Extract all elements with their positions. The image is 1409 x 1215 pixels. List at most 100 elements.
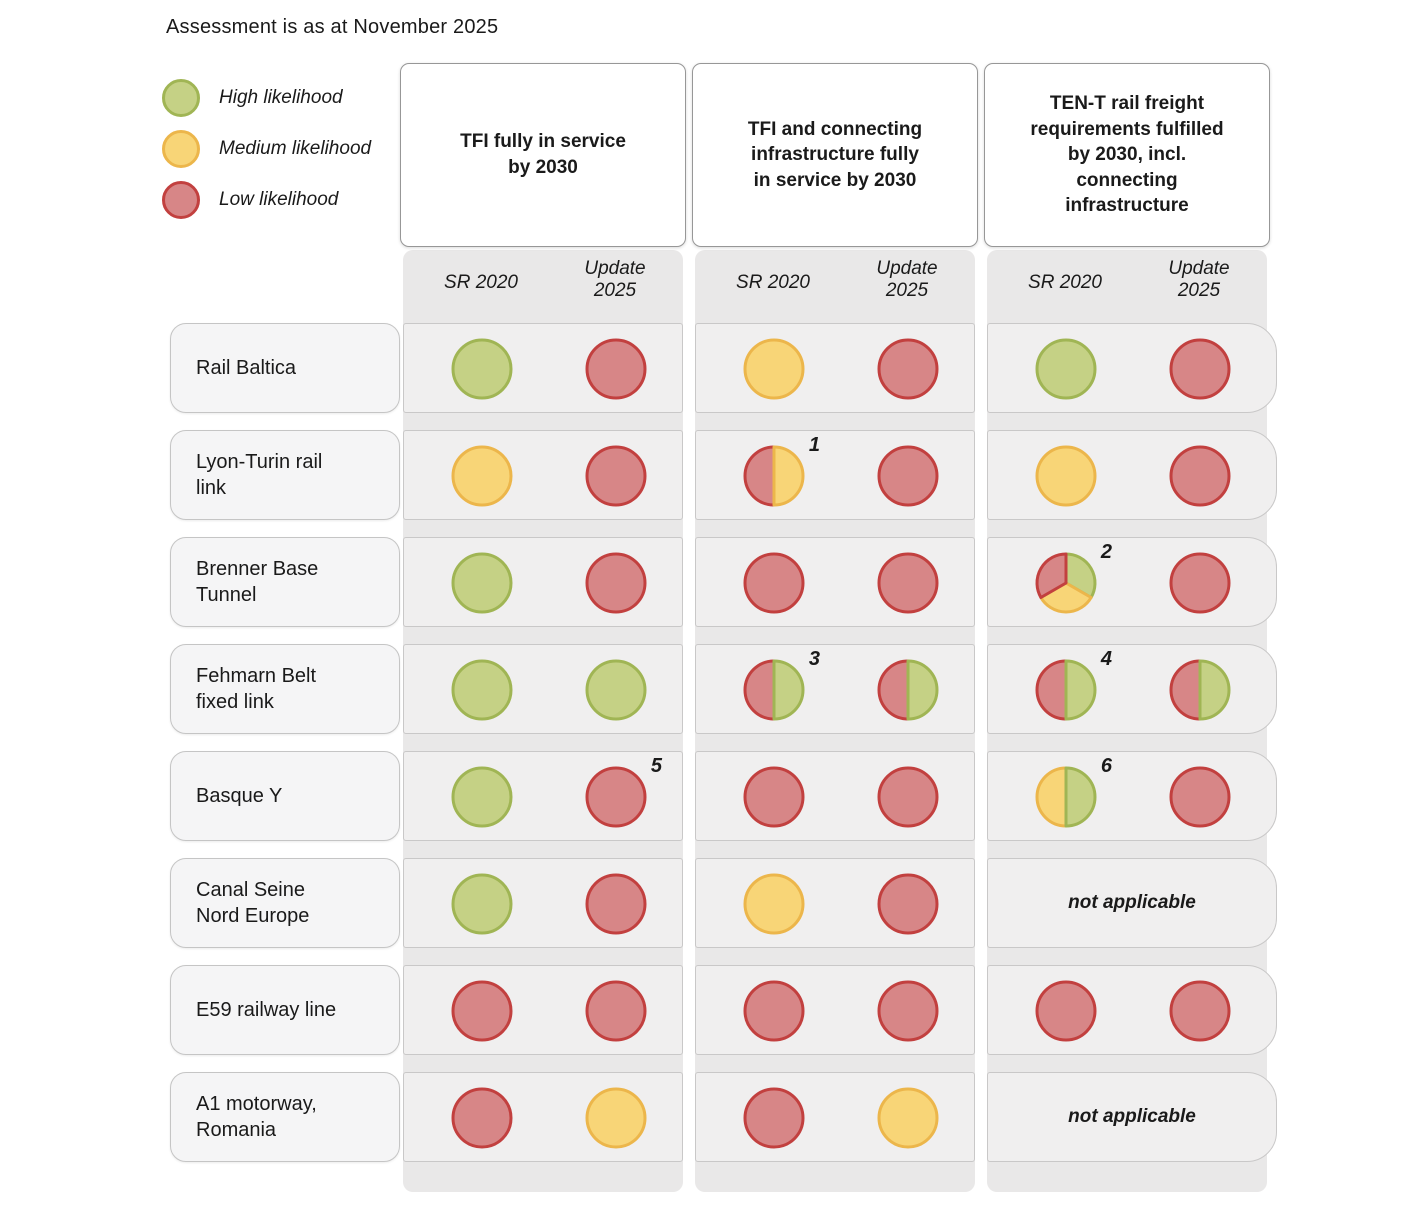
green-likelihood-dot-icon — [162, 79, 200, 117]
rating-circle — [1162, 545, 1238, 621]
rating-circle — [870, 652, 946, 728]
rating-circle — [444, 652, 520, 728]
assessment-cell: 5 — [403, 751, 683, 841]
footnote-number: 4 — [1100, 648, 1112, 670]
rating-circle — [1162, 759, 1238, 835]
subcolumn-header: SR 2020 — [736, 272, 810, 293]
likelihood-full-red-icon — [743, 980, 805, 1042]
project-name: Canal Seine Nord Europe — [196, 879, 310, 927]
assessment-cell: 4 — [987, 644, 1277, 734]
project-label: Rail Baltica — [170, 323, 400, 413]
likelihood-full-red-icon — [877, 980, 939, 1042]
rating-circle — [578, 438, 654, 514]
rating-circle — [736, 973, 812, 1049]
project-label: Basque Y — [170, 751, 400, 841]
project-label: E59 railway line — [170, 965, 400, 1055]
project-name: Brenner Base Tunnel — [196, 558, 319, 606]
likelihood-full-red-icon — [1169, 766, 1231, 828]
likelihood-full-green-icon — [451, 766, 513, 828]
rating-circle — [870, 866, 946, 942]
assessment-cell — [403, 858, 683, 948]
not-applicable-cell: not applicable — [987, 1072, 1277, 1162]
rating-circle — [1162, 331, 1238, 407]
rating-circle — [578, 545, 654, 621]
legend-label: Low likelihood — [219, 189, 339, 210]
likelihood-full-red-icon — [743, 1087, 805, 1149]
assessment-cell: 3 — [695, 644, 975, 734]
footnote-number: 5 — [650, 755, 662, 777]
project-name: Lyon-Turin rail link — [196, 451, 323, 499]
rating-circle — [870, 545, 946, 621]
legend-label: High likelihood — [219, 87, 343, 108]
rating-circle — [444, 438, 520, 514]
rating-circle — [870, 438, 946, 514]
assessment-cell — [987, 965, 1277, 1055]
red-likelihood-dot-icon — [162, 181, 200, 219]
likelihood-full-red-icon — [1169, 980, 1231, 1042]
likelihood-full-red-icon — [585, 980, 647, 1042]
likelihood-full-yellow-icon — [743, 873, 805, 935]
project-name: Rail Baltica — [196, 357, 297, 379]
not-applicable-label: not applicable — [1068, 1106, 1196, 1127]
rating-circle — [1028, 973, 1104, 1049]
column-group-header: TFI fully in service by 2030 — [400, 63, 686, 247]
likelihood-thirds-green-yellow-red-icon — [1035, 552, 1097, 614]
rating-circle — [870, 759, 946, 835]
assessment-cell — [695, 1072, 975, 1162]
likelihood-half-red-green-icon — [1169, 659, 1231, 721]
rating-circle — [578, 973, 654, 1049]
likelihood-full-green-icon — [451, 552, 513, 614]
rating-circle — [578, 331, 654, 407]
project-label: Fehmarn Belt fixed link — [170, 644, 400, 734]
assessment-cell: 2 — [987, 537, 1277, 627]
rating-circle: 1 — [736, 434, 820, 514]
rating-circle — [736, 545, 812, 621]
rating-circle — [736, 759, 812, 835]
footnote-number: 3 — [808, 648, 820, 670]
rating-circle — [736, 331, 812, 407]
likelihood-half-red-green-icon — [743, 659, 805, 721]
likelihood-full-green-icon — [451, 338, 513, 400]
subcolumn-header: Update 2025 — [584, 258, 646, 301]
legend: High likelihood Medium likelihood Low like… — [162, 79, 371, 232]
rating-circle — [444, 866, 520, 942]
column-group-title: TFI fully in service by 2030 — [460, 131, 626, 178]
likelihood-full-green-icon — [1035, 338, 1097, 400]
assessment-cell — [403, 644, 683, 734]
likelihood-full-red-icon — [585, 552, 647, 614]
likelihood-full-red-icon — [877, 552, 939, 614]
likelihood-full-yellow-icon — [1035, 445, 1097, 507]
subcolumn-header: SR 2020 — [1028, 272, 1102, 293]
not-applicable-label: not applicable — [1068, 892, 1196, 913]
project-label: Lyon-Turin rail link — [170, 430, 400, 520]
likelihood-half-red-green-icon — [1035, 659, 1097, 721]
footnote-number: 2 — [1100, 541, 1112, 563]
project-label: Canal Seine Nord Europe — [170, 858, 400, 948]
rating-circle: 2 — [1028, 541, 1112, 621]
page-title: Assessment is as at November 2025 — [166, 16, 499, 38]
subcolumn-header: Update 2025 — [876, 258, 938, 301]
rating-circle — [1028, 331, 1104, 407]
likelihood-full-red-icon — [1035, 980, 1097, 1042]
project-name: Fehmarn Belt fixed link — [196, 665, 317, 713]
yellow-likelihood-dot-icon — [162, 130, 200, 168]
likelihood-full-red-icon — [451, 980, 513, 1042]
footnote-number: 1 — [808, 434, 820, 456]
rating-circle — [1162, 973, 1238, 1049]
legend-item: Medium likelihood — [162, 130, 371, 168]
rating-circle — [444, 331, 520, 407]
assessment-cell — [403, 537, 683, 627]
likelihood-full-red-icon — [877, 873, 939, 935]
assessment-cell — [987, 323, 1277, 413]
rating-circle — [578, 1080, 654, 1156]
likelihood-half-red-yellow-icon — [743, 445, 805, 507]
rating-circle — [444, 545, 520, 621]
rating-circle — [1162, 652, 1238, 728]
assessment-cell — [987, 430, 1277, 520]
rating-circle — [870, 331, 946, 407]
project-name: E59 railway line — [196, 999, 337, 1021]
rating-circle: 4 — [1028, 648, 1112, 728]
assessment-cell — [695, 965, 975, 1055]
rating-circle — [444, 759, 520, 835]
